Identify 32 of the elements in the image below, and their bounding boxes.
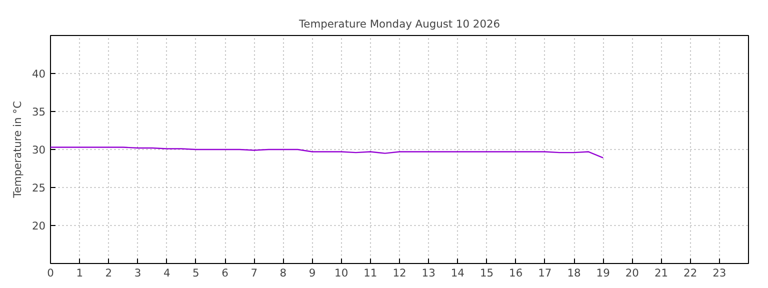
y-axis-title: Temperature in °C: [10, 101, 24, 199]
x-tick-label: 17: [538, 266, 552, 280]
x-tick-label: 16: [509, 266, 523, 280]
x-tick-label: 21: [654, 266, 668, 280]
x-tick-label: 2: [105, 266, 112, 280]
y-tick-label: 30: [32, 144, 46, 156]
x-tick-label: 10: [334, 266, 348, 280]
x-tick-label: 1: [76, 266, 83, 280]
chart-title: Temperature Monday August 10 2026: [298, 18, 500, 30]
x-tick-label: 4: [163, 266, 170, 280]
x-tick-label: 14: [450, 266, 465, 280]
y-tick-label: 25: [32, 182, 46, 194]
x-tick-label: 22: [684, 266, 698, 280]
x-tick-label: 23: [712, 266, 726, 280]
y-tick-label: 20: [32, 220, 46, 232]
x-tick-label: 11: [364, 266, 378, 280]
x-tick-label: 8: [280, 266, 287, 280]
x-tick-label: 9: [308, 266, 316, 280]
y-tick-label: 35: [32, 106, 46, 118]
x-tick-label: 15: [480, 266, 494, 280]
x-tick-label: 5: [192, 266, 200, 280]
x-tick-label: 13: [422, 266, 436, 280]
x-tick-label: 12: [392, 266, 406, 280]
y-tick-label: 40: [32, 68, 46, 80]
x-tick-label: 20: [625, 266, 640, 280]
x-tick-label: 3: [134, 266, 142, 280]
x-tick-label: 6: [222, 266, 229, 280]
line-series: [50, 146, 604, 158]
x-tick-label: 19: [596, 266, 610, 280]
x-tick-label: 7: [250, 266, 258, 280]
x-tick-label: 18: [567, 266, 581, 280]
x-tick-label: 0: [47, 266, 54, 280]
